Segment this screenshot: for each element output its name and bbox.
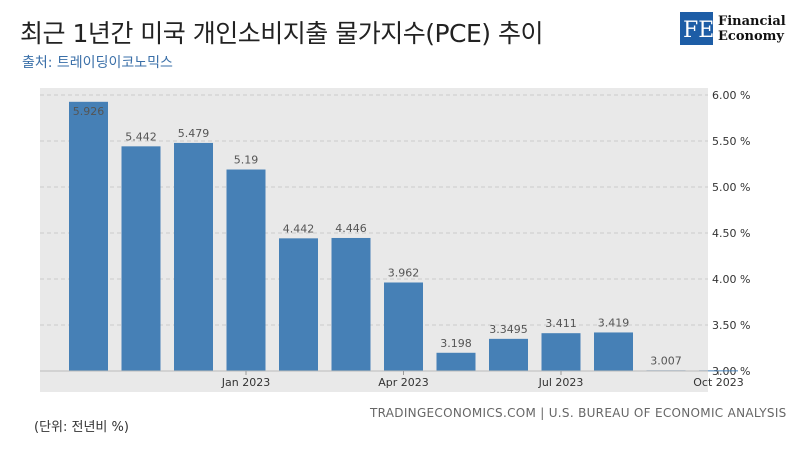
bar-value-label: 5.926 bbox=[73, 105, 105, 118]
logo-line-2: Economy bbox=[718, 28, 784, 44]
bar-value-label: 3.007 bbox=[650, 354, 682, 367]
x-tick-label: Jul 2023 bbox=[538, 376, 584, 389]
bar bbox=[331, 237, 371, 371]
bar-value-label: 3.3495 bbox=[489, 323, 528, 336]
bar-value-label: 4.442 bbox=[283, 222, 315, 235]
chart-title: 최근 1년간 미국 개인소비지출 물가지수(PCE) 추이 bbox=[20, 19, 543, 48]
bar bbox=[699, 370, 738, 372]
bar-value-label: 3.198 bbox=[440, 337, 472, 350]
x-tick-label: Apr 2023 bbox=[378, 376, 429, 389]
logo-mark-icon: FE bbox=[680, 12, 713, 45]
logo-line-1: Financial bbox=[718, 13, 786, 29]
x-tick-label: Oct 2023 bbox=[693, 376, 744, 389]
chart-source: 출처: 트레이딩이코노믹스 bbox=[22, 55, 173, 71]
y-tick-label: 5.50 % bbox=[712, 135, 750, 148]
bar bbox=[489, 338, 528, 371]
bar bbox=[121, 146, 161, 371]
bar bbox=[279, 238, 318, 371]
data-credit: TRADINGECONOMICS.COM | U.S. BUREAU OF EC… bbox=[370, 406, 787, 420]
bar-value-label: 3.962 bbox=[388, 266, 420, 279]
unit-note: (단위: 전년비 %) bbox=[34, 420, 129, 435]
y-tick-label: 3.50 % bbox=[712, 319, 750, 332]
svg-text:FE: FE bbox=[683, 18, 713, 43]
bar bbox=[541, 333, 581, 371]
y-tick-label: 3.00 % bbox=[712, 365, 750, 378]
bar-value-label: 5.19 bbox=[234, 154, 259, 167]
bar bbox=[436, 352, 476, 371]
bar-value-label: 3.411 bbox=[545, 317, 577, 330]
bar-value-label: 3.419 bbox=[598, 316, 630, 329]
y-tick-label: 4.50 % bbox=[712, 227, 750, 240]
bar-value-label: 5.442 bbox=[125, 130, 157, 143]
bar bbox=[69, 101, 108, 372]
bar bbox=[594, 332, 633, 371]
bar-value-label: 4.446 bbox=[335, 222, 367, 235]
bar bbox=[226, 169, 266, 371]
bar bbox=[174, 142, 213, 371]
bar bbox=[384, 282, 423, 371]
bar-value-label: 5.479 bbox=[178, 127, 210, 140]
y-tick-label: 5.00 % bbox=[712, 181, 750, 194]
brand-logo: FE Financial Economy bbox=[680, 12, 786, 45]
x-tick-label: Jan 2023 bbox=[221, 376, 270, 389]
y-tick-label: 4.00 % bbox=[712, 273, 750, 286]
y-tick-label: 6.00 % bbox=[712, 89, 750, 102]
